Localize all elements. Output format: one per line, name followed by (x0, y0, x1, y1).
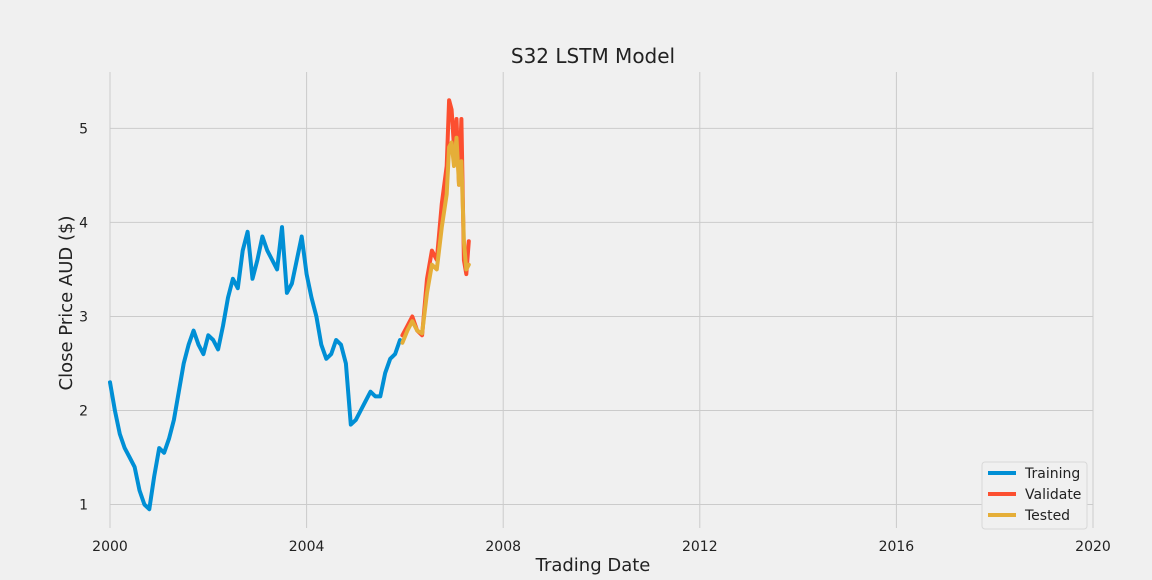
x-tick-label: 2004 (289, 539, 325, 555)
y-tick-label: 3 (79, 309, 88, 325)
legend: Training Validate Tested (981, 461, 1088, 530)
legend-box (981, 461, 1088, 530)
grid-lines (109, 72, 1094, 528)
y-axis-label: Close Price AUD ($) (56, 216, 77, 391)
x-axis-label: Trading Date (535, 555, 651, 576)
legend-label-validate: Validate (1025, 487, 1081, 503)
series-lines (108, 98, 471, 512)
y-tick-label: 4 (79, 215, 88, 231)
series-line-training (108, 225, 402, 512)
x-tick-label: 2008 (485, 539, 521, 555)
x-tick-label: 2000 (92, 539, 128, 555)
legend-label-tested: Tested (1024, 508, 1070, 524)
x-tick-label: 2020 (1075, 539, 1111, 555)
tick-labels: 2000 2004 2008 2012 2016 2020 1 2 3 4 5 (79, 121, 1111, 555)
chart-title: S32 LSTM Model (511, 44, 675, 68)
y-tick-label: 2 (79, 403, 88, 419)
legend-label-training: Training (1024, 466, 1080, 482)
y-tick-label: 1 (79, 497, 88, 513)
y-tick-label: 5 (79, 121, 88, 137)
x-tick-label: 2012 (682, 539, 718, 555)
x-tick-label: 2016 (879, 539, 915, 555)
series-line-tested (400, 135, 471, 345)
